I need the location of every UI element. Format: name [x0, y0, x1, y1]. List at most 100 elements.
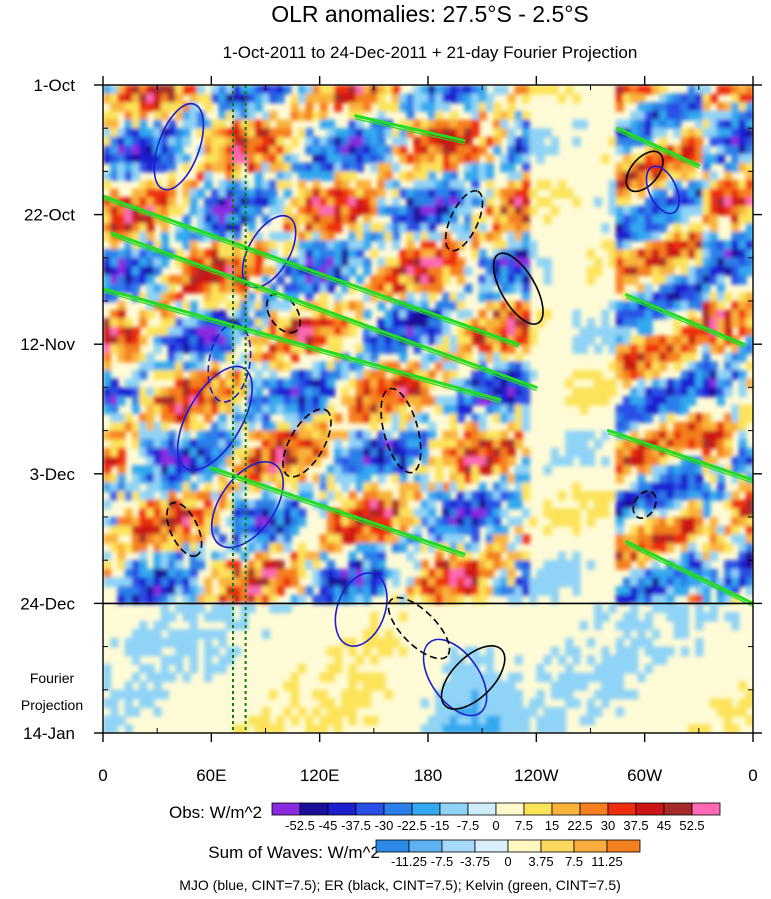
anomaly-cell — [680, 629, 689, 639]
anomaly-cell — [630, 318, 639, 328]
anomaly-cell — [471, 456, 480, 467]
anomaly-cell — [601, 378, 610, 389]
anomaly-cell — [399, 275, 408, 285]
anomaly-cell — [290, 439, 299, 449]
anomaly-cell — [319, 162, 328, 173]
anomaly-cell — [370, 335, 379, 346]
anomaly-cell — [478, 491, 487, 501]
anomaly-cell — [406, 491, 415, 501]
anomaly-cell — [428, 352, 437, 363]
anomaly-cell — [558, 724, 567, 733]
anomaly-cell — [363, 689, 372, 700]
anomaly-cell — [298, 318, 307, 328]
anomaly-cell — [500, 318, 509, 328]
anomaly-cell — [644, 283, 653, 294]
anomaly-cell — [558, 508, 567, 518]
anomaly-cell — [464, 456, 473, 467]
anomaly-cell — [326, 586, 336, 596]
anomaly-cell — [456, 257, 466, 268]
anomaly-cell — [341, 577, 350, 588]
anomaly-cell — [688, 171, 697, 182]
anomaly-cell — [182, 154, 191, 164]
anomaly-cell — [334, 715, 343, 726]
anomaly-cell — [348, 551, 357, 562]
plot-area — [103, 85, 753, 733]
anomaly-cell — [168, 482, 177, 493]
obs-legend-labels: -52.5 -45 -37.5 -30 -22.5 -15 -7.5 0 7.5 15 22.5 30… — [285, 818, 704, 833]
anomaly-cell — [615, 162, 624, 173]
anomaly-cell — [160, 205, 169, 216]
anomaly-cell — [391, 257, 401, 268]
anomaly-cell — [247, 560, 256, 570]
anomaly-cell — [420, 240, 429, 251]
anomaly-cell — [182, 136, 191, 147]
anomaly-cell — [435, 456, 444, 467]
anomaly-cell — [391, 136, 401, 147]
anomaly-cell — [312, 93, 321, 104]
anomaly-cell — [139, 508, 148, 518]
anomaly-cell — [283, 266, 292, 277]
anomaly-cell — [478, 93, 487, 104]
anomaly-cell — [615, 447, 624, 458]
anomaly-cell — [745, 93, 753, 104]
anomaly-cell — [550, 145, 559, 156]
anomaly-cell — [630, 456, 639, 467]
anomaly-cell — [211, 309, 220, 320]
anomaly-cell — [521, 404, 531, 415]
anomaly-cell — [399, 465, 408, 475]
anomaly-cell — [507, 205, 516, 216]
anomaly-cell — [341, 266, 350, 277]
anomaly-cell — [124, 283, 133, 294]
anomaly-cell — [110, 171, 119, 182]
anomaly-cell — [688, 301, 697, 311]
anomaly-cell — [420, 197, 429, 207]
anomaly-cell — [103, 214, 112, 225]
anomaly-cell — [225, 154, 234, 164]
anomaly-cell — [478, 344, 487, 354]
anomaly-cell — [630, 162, 639, 173]
anomaly-cell — [168, 326, 177, 337]
anomaly-cell — [168, 180, 177, 190]
anomaly-cell — [391, 396, 401, 406]
anomaly-cell — [688, 473, 697, 484]
anomaly-cell — [131, 197, 141, 207]
anomaly-cell — [550, 517, 559, 527]
anomaly-cell — [695, 85, 704, 95]
anomaly-cell — [709, 188, 718, 199]
anomaly-cell — [738, 456, 747, 467]
anomaly-cell — [160, 655, 169, 665]
anomaly-cell — [435, 214, 444, 225]
anomaly-cell — [428, 586, 437, 596]
anomaly-cell — [399, 93, 408, 104]
anomaly-cell — [384, 205, 393, 216]
x-tick-label-4: 120W — [514, 766, 558, 785]
anomaly-cell — [630, 439, 639, 449]
anomaly-cell — [456, 231, 466, 242]
anomaly-cell — [334, 223, 343, 233]
anomaly-cell — [377, 240, 386, 251]
anomaly-cell — [630, 214, 639, 225]
anomaly-cell — [550, 689, 559, 700]
anomaly-cell — [449, 447, 458, 458]
anomaly-cell — [225, 335, 234, 346]
anomaly-cell — [269, 378, 278, 389]
anomaly-cell — [608, 689, 617, 700]
anomaly-cell — [630, 663, 639, 674]
anomaly-cell — [464, 396, 473, 406]
anomaly-cell — [391, 326, 401, 337]
anomaly-cell — [305, 145, 314, 156]
anomaly-cell — [637, 560, 646, 570]
anomaly-cell — [572, 136, 581, 147]
anomaly-cell — [420, 136, 429, 147]
anomaly-cell — [348, 128, 357, 138]
anomaly-cell — [355, 387, 364, 398]
anomaly-cell — [196, 145, 206, 156]
anomaly-cell — [731, 180, 740, 190]
anomaly-cell — [326, 85, 336, 95]
anomaly-cell — [377, 491, 386, 501]
anomaly-cell — [435, 724, 444, 733]
anomaly-cell — [168, 318, 177, 328]
anomaly-cell — [724, 326, 733, 337]
anomaly-cell — [702, 85, 711, 95]
anomaly-cell — [131, 672, 141, 683]
